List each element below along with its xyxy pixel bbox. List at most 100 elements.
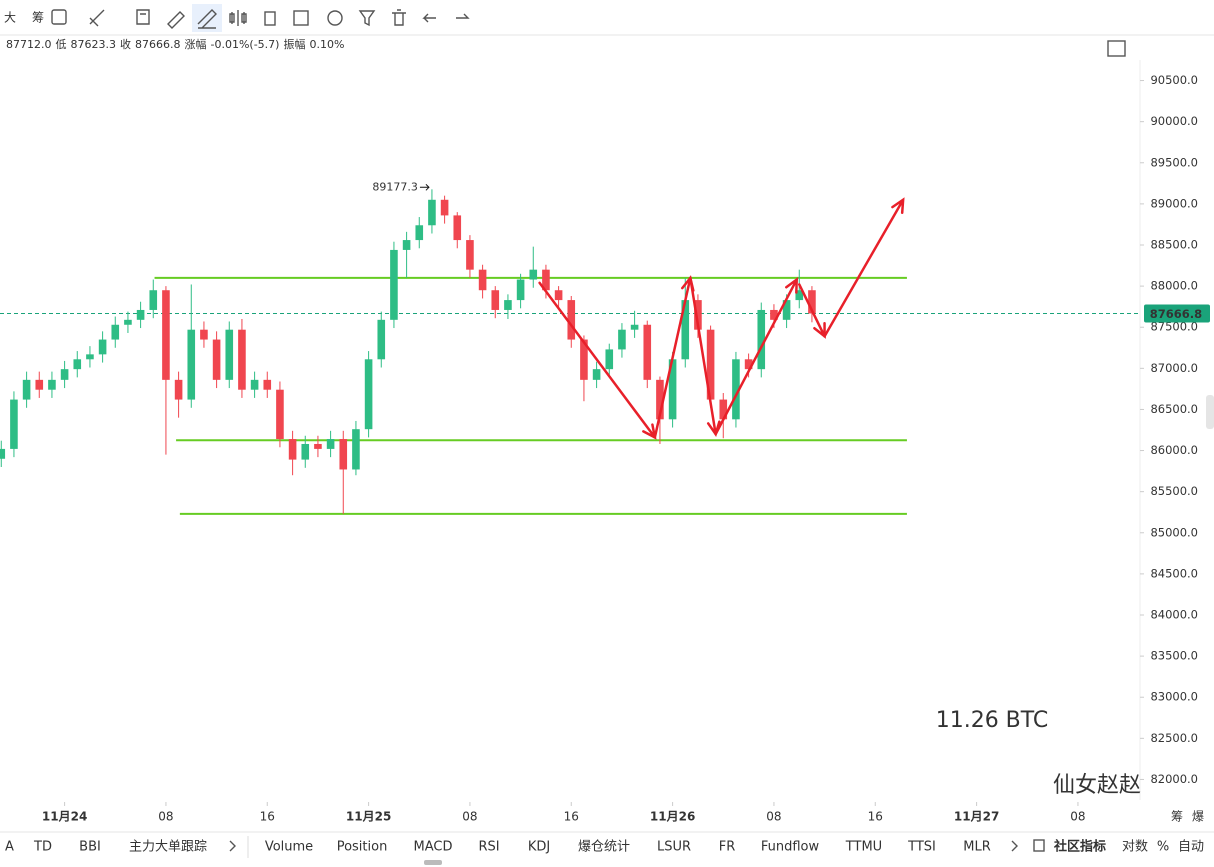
tab-chevron[interactable] xyxy=(229,840,1018,852)
x-tick-label: 11月26 xyxy=(650,810,695,824)
icon[interactable] xyxy=(392,9,406,26)
x-tick-label: 08 xyxy=(766,810,781,824)
candle-body xyxy=(466,240,474,270)
candle-body xyxy=(504,300,512,310)
footer-control[interactable]: 对数 xyxy=(1122,840,1148,855)
high-marker-label: 89177.3 xyxy=(372,180,418,193)
candle-body xyxy=(301,443,310,460)
candle-body xyxy=(491,290,500,310)
indicator-tab[interactable]: Fundflow xyxy=(761,840,820,855)
toolbar-icons[interactable] xyxy=(51,4,1214,852)
candle-body xyxy=(605,349,614,370)
icon[interactable] xyxy=(197,9,217,29)
candle-body xyxy=(516,279,525,301)
footer-control[interactable]: 自动 xyxy=(1178,840,1204,855)
icon[interactable] xyxy=(51,9,67,25)
icon[interactable] xyxy=(136,9,150,25)
x-tick-label: 11月27 xyxy=(954,810,999,824)
icon[interactable] xyxy=(1033,839,1045,852)
indicator-tab[interactable]: 主力大单跟踪 xyxy=(129,840,207,855)
x-tick-label: 16 xyxy=(868,810,883,824)
candle-body xyxy=(478,269,487,291)
y-tick-label: 89000.0 xyxy=(1150,196,1198,210)
side-label[interactable]: 爆 xyxy=(1192,810,1204,824)
indicator-tab[interactable]: 爆仓统计 xyxy=(578,840,630,855)
candle-body xyxy=(542,269,550,291)
candle-body xyxy=(111,324,120,340)
y-tick-label: 88500.0 xyxy=(1150,238,1198,252)
candle-body xyxy=(440,199,449,216)
indicator-tab[interactable]: Position xyxy=(337,840,388,855)
tab-indicator xyxy=(424,860,442,865)
info-item: -0.01%(-5.7) xyxy=(211,38,280,51)
scroll-handle[interactable] xyxy=(1206,395,1214,429)
candle-body xyxy=(694,300,702,330)
candle-body xyxy=(276,389,284,440)
candle-body xyxy=(732,359,740,420)
indicator-tab[interactable]: A xyxy=(5,840,14,855)
icon[interactable] xyxy=(327,10,343,26)
indicator-tab[interactable]: MACD xyxy=(414,840,453,855)
candle-body xyxy=(770,309,778,320)
last-price-box xyxy=(1144,304,1210,323)
indicator-tab[interactable]: MLR xyxy=(963,840,991,855)
y-tick-label: 85500.0 xyxy=(1150,484,1198,498)
candle-body xyxy=(162,290,170,380)
icon[interactable] xyxy=(89,9,105,27)
candle-body xyxy=(390,249,398,320)
icon[interactable] xyxy=(293,10,309,26)
candle-body xyxy=(618,329,626,350)
info-item: 87666.8 xyxy=(135,38,181,51)
candle-body xyxy=(22,379,31,400)
candle-body xyxy=(98,339,107,355)
icon[interactable] xyxy=(358,10,376,27)
candle-body xyxy=(48,379,56,390)
y-tick-label: 83000.0 xyxy=(1150,690,1198,704)
icon[interactable] xyxy=(456,13,470,19)
indicator-tab[interactable]: Volume xyxy=(265,840,313,855)
candle-body xyxy=(339,439,348,470)
candle-body xyxy=(326,439,335,449)
y-tick-label: 88000.0 xyxy=(1150,279,1198,293)
x-tick-label: 08 xyxy=(1070,810,1085,824)
candle-body xyxy=(86,354,94,360)
indicator-tab[interactable]: KDJ xyxy=(528,840,550,855)
indicator-tab[interactable]: TTSI xyxy=(907,840,936,855)
candle-body xyxy=(288,439,297,460)
candle-body xyxy=(643,324,652,380)
indicator-tab[interactable]: TTMU xyxy=(845,840,882,855)
icon[interactable] xyxy=(229,10,247,26)
candle-body xyxy=(174,379,183,400)
toolbar-item[interactable]: 大 xyxy=(4,11,16,25)
candle-body xyxy=(580,339,588,380)
candle-body xyxy=(782,300,791,320)
icon[interactable] xyxy=(264,11,276,26)
indicator-tab[interactable]: FR xyxy=(719,840,736,855)
y-tick-label: 90500.0 xyxy=(1150,73,1198,87)
x-tick-label: 11月24 xyxy=(42,810,87,824)
icon[interactable] xyxy=(1107,40,1126,57)
indicator-tab[interactable]: RSI xyxy=(478,840,499,855)
icon[interactable] xyxy=(422,13,436,23)
y-tick-label: 85000.0 xyxy=(1150,525,1198,539)
candle-body xyxy=(263,379,272,390)
info-item: 87623.3 xyxy=(71,38,117,51)
icon[interactable] xyxy=(167,11,185,29)
indicator-tab[interactable]: LSUR xyxy=(657,840,691,855)
footer-control[interactable]: % xyxy=(1157,840,1169,855)
y-tick-label: 84000.0 xyxy=(1150,608,1198,622)
candle-body xyxy=(136,309,145,320)
trend-arrow xyxy=(714,276,799,436)
y-tick-label: 86000.0 xyxy=(1150,443,1198,457)
author: 仙女赵赵 xyxy=(1053,773,1141,798)
x-tick-label: 16 xyxy=(564,810,579,824)
indicator-tab[interactable]: BBI xyxy=(79,840,101,855)
candle-body xyxy=(352,429,360,470)
candle-body xyxy=(668,359,677,420)
toolbar-item[interactable]: 筹 xyxy=(32,11,44,25)
side-label[interactable]: 筹 xyxy=(1171,810,1183,824)
indicator-tab[interactable]: TD xyxy=(33,840,52,855)
footer-control[interactable]: 社区指标 xyxy=(1053,839,1106,855)
candle-body xyxy=(238,329,246,390)
